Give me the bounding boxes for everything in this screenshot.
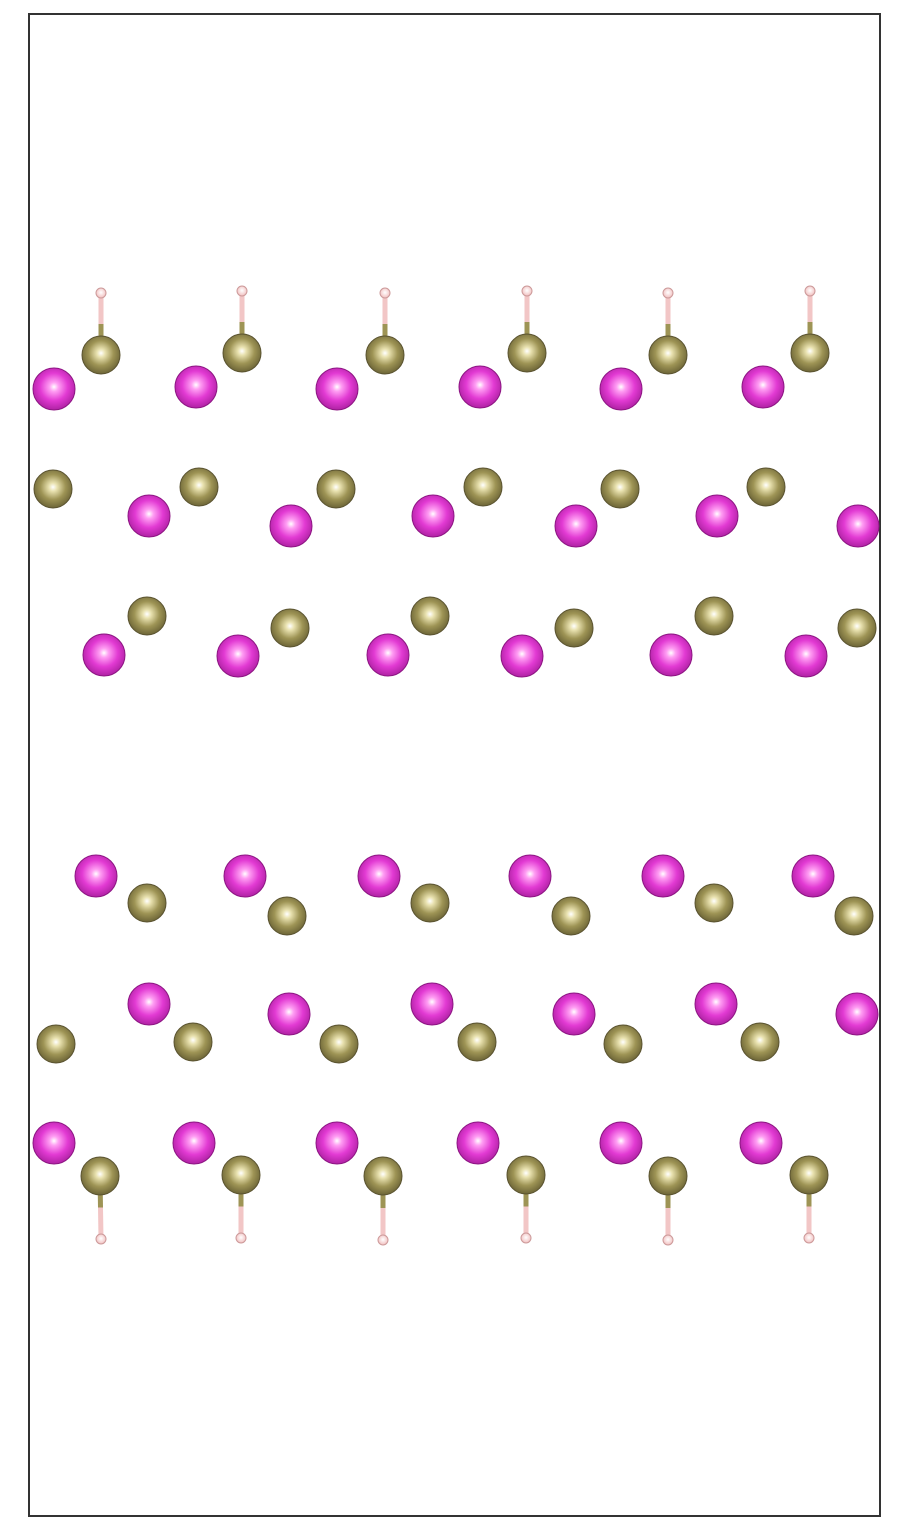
olive-atom [790,333,830,373]
magenta-atom [641,854,685,898]
olive-atom [554,608,594,648]
magenta-atom [315,1121,359,1165]
magenta-atom [74,854,118,898]
magenta-atom [366,633,410,677]
olive-atom [363,1156,403,1196]
olive-atom [179,467,219,507]
magenta-atom [32,1121,76,1165]
hydrogen-atom [95,287,107,299]
olive-atom [694,596,734,636]
hydrogen-atom [662,1234,674,1246]
olive-atom [410,596,450,636]
olive-atom [648,1156,688,1196]
magenta-atom [32,367,76,411]
magenta-atom [456,1121,500,1165]
olive-atom [834,896,874,936]
hydrogen-atom [662,287,674,299]
olive-atom [746,467,786,507]
magenta-atom [599,367,643,411]
olive-atom [551,896,591,936]
olive-atom [222,333,262,373]
hydrogen-atom [236,285,248,297]
olive-atom [36,1024,76,1064]
magenta-atom [315,367,359,411]
magenta-atom [791,854,835,898]
olive-atom [81,335,121,375]
olive-atom [507,333,547,373]
magenta-atom [223,854,267,898]
magenta-atom [410,982,454,1026]
magenta-atom [458,365,502,409]
magenta-atom [835,992,879,1036]
magenta-atom [554,504,598,548]
hydrogen-atom [235,1232,247,1244]
olive-atom [694,883,734,923]
olive-atom [740,1022,780,1062]
olive-atom [127,883,167,923]
olive-atom [365,335,405,375]
hydrogen-atom [379,287,391,299]
olive-atom [173,1022,213,1062]
olive-atom [270,608,310,648]
hydrogen-atom [520,1232,532,1244]
magenta-atom [552,992,596,1036]
olive-atom [127,596,167,636]
olive-atom [221,1155,261,1195]
olive-atom [506,1155,546,1195]
magenta-atom [694,982,738,1026]
magenta-atom [508,854,552,898]
hydrogen-atom [95,1233,107,1245]
magenta-atom [739,1121,783,1165]
magenta-atom [127,982,171,1026]
olive-atom [316,469,356,509]
hydrogen-atom [521,285,533,297]
magenta-atom [82,633,126,677]
hydrogen-atom [803,1232,815,1244]
magenta-atom [269,504,313,548]
olive-atom [600,469,640,509]
magenta-atom [741,365,785,409]
olive-atom [33,469,73,509]
olive-atom [410,883,450,923]
magenta-atom [216,634,260,678]
olive-atom [267,896,307,936]
hydrogen-atom [804,285,816,297]
magenta-atom [649,633,693,677]
magenta-atom [599,1121,643,1165]
magenta-atom [836,504,880,548]
olive-atom [463,467,503,507]
magenta-atom [174,365,218,409]
magenta-atom [500,634,544,678]
olive-atom [457,1022,497,1062]
magenta-atom [695,494,739,538]
olive-atom [603,1024,643,1064]
magenta-atom [357,854,401,898]
magenta-atom [172,1121,216,1165]
magenta-atom [784,634,828,678]
olive-atom [319,1024,359,1064]
hydrogen-atom [377,1234,389,1246]
olive-atom [648,335,688,375]
magenta-atom [411,494,455,538]
olive-atom [80,1156,120,1196]
magenta-atom [127,494,171,538]
unit-cell-border [28,13,881,1517]
olive-atom [837,608,877,648]
olive-atom [789,1155,829,1195]
magenta-atom [267,992,311,1036]
